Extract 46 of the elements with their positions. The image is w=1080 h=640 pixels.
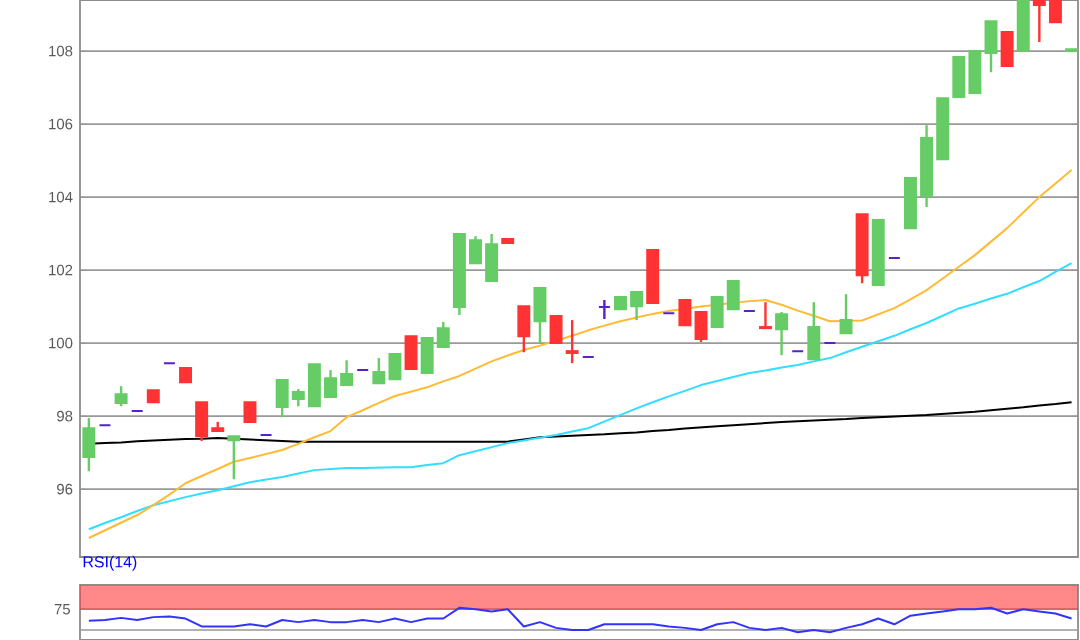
candlestick [646, 249, 660, 304]
candlestick [1048, 0, 1062, 24]
candlestick [114, 384, 128, 408]
candlestick [243, 401, 257, 423]
candlestick [404, 335, 418, 371]
candlestick [726, 280, 740, 311]
candlestick [662, 312, 676, 315]
candlestick [581, 355, 595, 358]
candlestick [259, 434, 273, 437]
y-tick-label: 98 [57, 410, 73, 422]
candlestick [742, 309, 756, 312]
candlestick [1016, 0, 1030, 53]
candlestick [179, 366, 192, 384]
candlestick [968, 50, 982, 95]
candlestick [759, 301, 772, 330]
y-tick-label: 96 [57, 483, 73, 495]
candlestick [420, 336, 434, 375]
candlestick [887, 257, 901, 260]
candlestick [549, 315, 563, 345]
chart-title: RSI(14) [83, 555, 137, 571]
y-tick-label: 108 [49, 45, 73, 57]
candlestick [791, 350, 805, 353]
y-tick-label: 102 [49, 264, 73, 276]
candlestick [871, 219, 885, 287]
candlestick [952, 55, 966, 99]
candlestick [388, 353, 402, 381]
candlestick [1000, 31, 1014, 68]
y-tick-label: 106 [49, 118, 73, 130]
candlestick [130, 409, 144, 412]
candlestick [903, 177, 917, 230]
y-tick-label: 100 [49, 337, 73, 349]
band-label: 75 [54, 604, 70, 615]
candlestick [936, 97, 950, 161]
candlestick [823, 342, 837, 345]
y-tick-label: 104 [49, 191, 73, 203]
candlestick [710, 296, 724, 329]
candlestick [162, 362, 176, 365]
candlestick [1065, 48, 1079, 53]
candlestick [614, 296, 627, 311]
candlestick [565, 318, 579, 365]
candlestick [678, 299, 692, 327]
candlestick [307, 363, 321, 408]
candlestick [227, 434, 241, 481]
candlestick [356, 369, 370, 372]
candlestick [597, 298, 611, 321]
candlestick [98, 424, 112, 427]
